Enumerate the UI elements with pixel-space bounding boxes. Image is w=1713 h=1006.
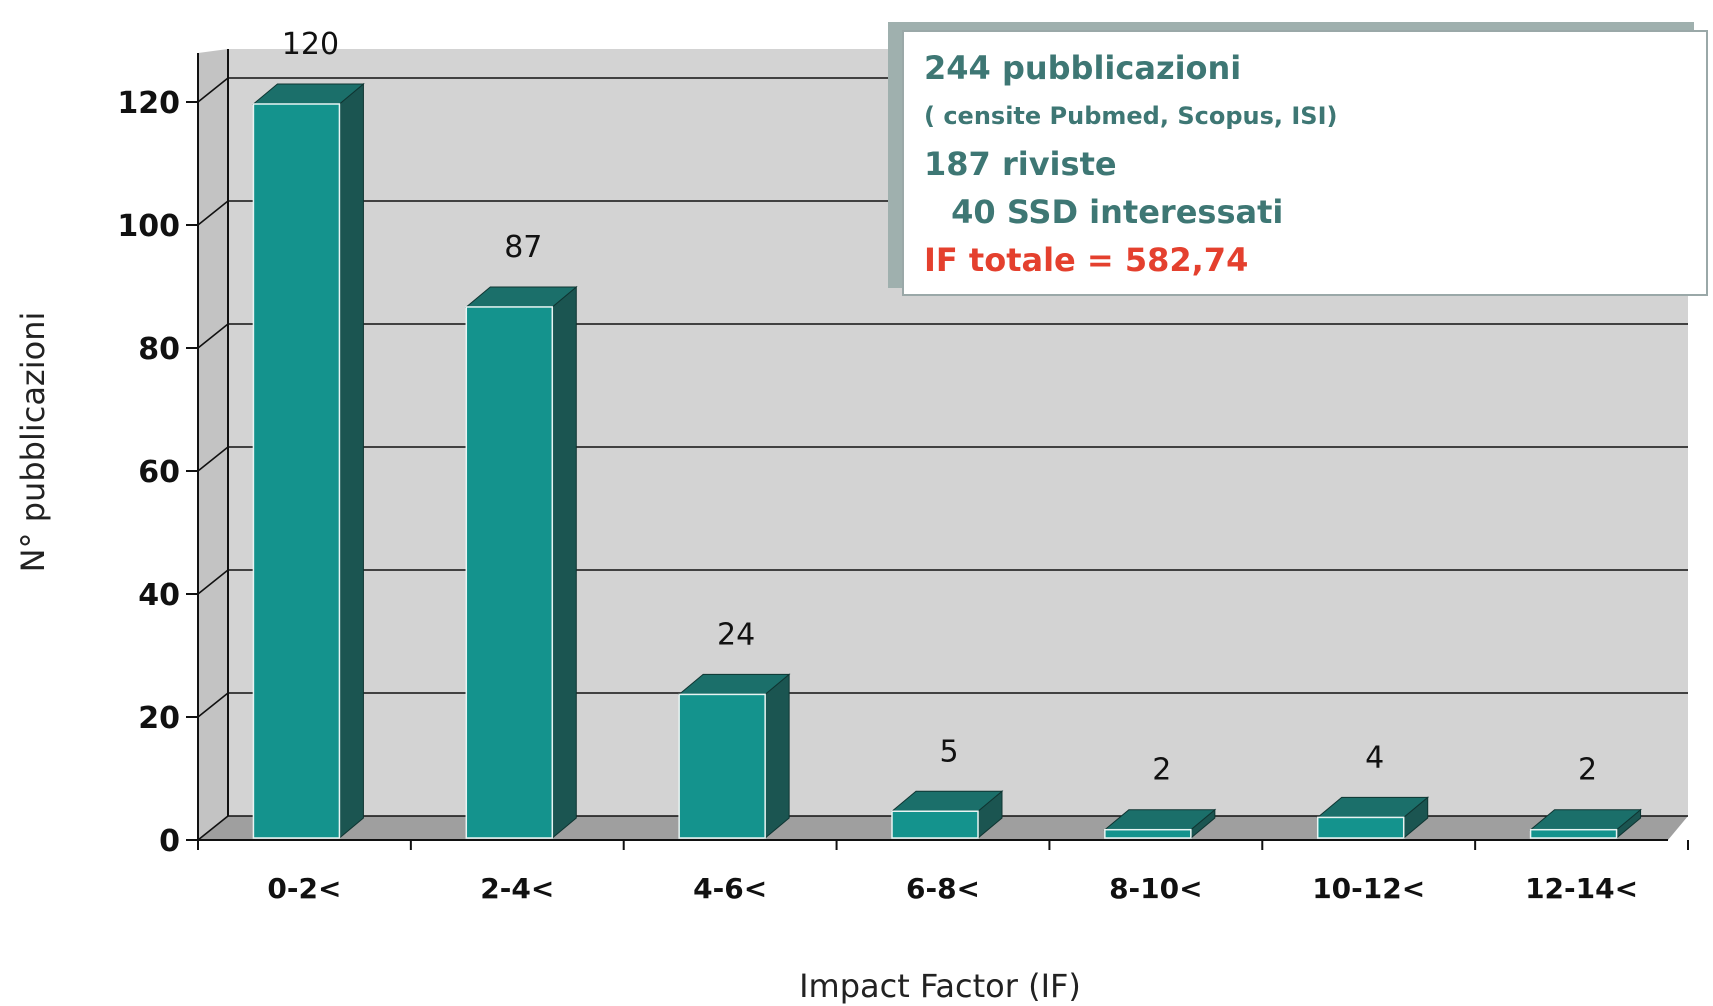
x-category-label: 8-10< — [1109, 872, 1203, 905]
x-category-label: 0-2< — [267, 872, 341, 905]
bar-side — [338, 82, 364, 840]
gridline-side — [197, 569, 229, 595]
annotation-line-journals: 187 riviste — [924, 145, 1117, 183]
side-wall — [198, 49, 228, 840]
y-axis-title: N° pubblicazioni — [14, 312, 52, 573]
annotation-box: 244 pubblicazioni ( censite Pubmed, Scop… — [902, 30, 1708, 296]
annotation-line-publications: 244 pubblicazioni — [924, 49, 1242, 87]
bar — [677, 673, 791, 840]
axes — [186, 49, 1689, 850]
bar-side — [764, 673, 790, 840]
bar-front — [465, 306, 554, 839]
data-label: 120 — [282, 27, 339, 62]
bars — [252, 82, 1642, 840]
data-label: 2 — [1152, 753, 1171, 788]
x-category-label: 6-8< — [906, 872, 980, 905]
x-category-label: 12-14< — [1525, 872, 1638, 905]
bar — [1103, 808, 1217, 840]
x-category-label: 10-12< — [1312, 872, 1425, 905]
annotation-line-sources: ( censite Pubmed, Scopus, ISI) — [924, 102, 1338, 130]
gridline-side — [197, 323, 229, 349]
y-tick-label: 0 — [159, 824, 180, 859]
bar-front — [1316, 816, 1405, 839]
data-label: 24 — [717, 617, 755, 652]
y-tick-label: 100 — [117, 209, 180, 244]
y-tick-labels: 0 20 40 60 80 100 120 — [117, 86, 180, 859]
x-category-labels: 0-2< 2-4< 4-6< 6-8< 8-10< 10-12< 12-14< — [267, 872, 1638, 905]
y-tick-label: 20 — [138, 701, 180, 736]
bar-front — [252, 103, 341, 839]
bar — [1529, 808, 1642, 840]
data-label: 87 — [504, 230, 542, 265]
bar-front — [1104, 828, 1192, 839]
annotation-line-if-total: IF totale = 582,74 — [924, 241, 1249, 279]
gridline-side — [197, 77, 229, 103]
annotation-line-ssd: 40 SSD interessati — [940, 193, 1284, 231]
gridline-side — [197, 446, 229, 472]
bar — [464, 285, 578, 840]
data-label: 2 — [1578, 753, 1597, 788]
data-label: 4 — [1365, 740, 1384, 775]
gridline-side — [197, 200, 229, 226]
gridline-side — [197, 815, 229, 841]
data-label: 5 — [939, 734, 958, 769]
y-tick-label: 40 — [138, 578, 180, 613]
bar-side — [551, 285, 577, 840]
bar-front — [678, 693, 766, 839]
x-axis-title: Impact Factor (IF) — [799, 967, 1081, 1005]
y-tick-label: 80 — [138, 332, 180, 367]
gridline-side — [197, 692, 229, 718]
x-category-label: 4-6< — [693, 872, 767, 905]
bar — [1316, 796, 1430, 840]
x-category-label: 2-4< — [480, 872, 554, 905]
y-tick-label: 60 — [138, 455, 180, 490]
bar-front — [891, 810, 979, 839]
bar-front — [1529, 828, 1618, 839]
y-tick-label: 120 — [117, 86, 180, 121]
bar — [252, 82, 365, 840]
bar — [890, 790, 1004, 840]
